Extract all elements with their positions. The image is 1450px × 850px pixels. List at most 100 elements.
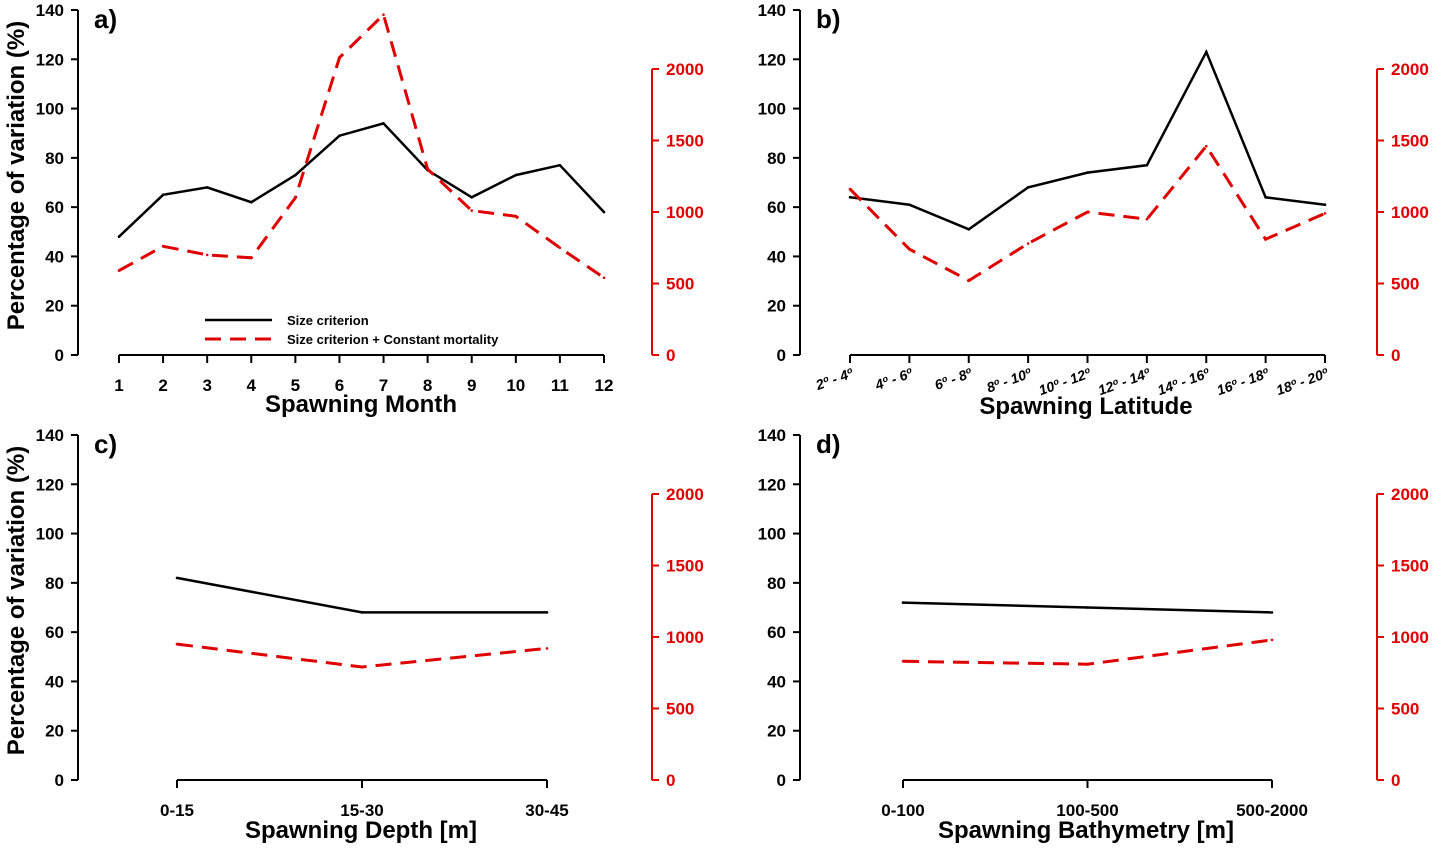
x-tick-label: 6 xyxy=(335,376,344,395)
x-tick-label: 0-100 xyxy=(881,801,924,820)
y-tick-label-left: 60 xyxy=(45,198,64,217)
data-point-size xyxy=(205,186,209,189)
y-tick-label-left: 100 xyxy=(758,525,786,544)
chart-panel-c: c) 0 20 40 60 80 100 120 140 0 500 1000 1500 2000 0-15… xyxy=(3,426,704,844)
y-tick-label-left: 20 xyxy=(767,297,786,316)
panel-label: a) xyxy=(94,4,117,34)
x-tick-label: 100-500 xyxy=(1056,801,1118,820)
y-tick-label-left: 80 xyxy=(45,574,64,593)
data-point-mortality xyxy=(294,196,297,199)
data-point-mortality xyxy=(848,187,852,191)
x-tick-label: 30-45 xyxy=(525,801,568,820)
y-tick-label-left: 120 xyxy=(758,475,786,494)
x-tick-label: 10 xyxy=(506,376,525,395)
y-tick-label-right: 1500 xyxy=(666,557,704,576)
legend: Size criterion Size criterion + Constant … xyxy=(205,313,499,347)
x-tick-label: 4 xyxy=(247,376,257,395)
x-axis-title: Spawning Bathymetry [m] xyxy=(938,817,1234,844)
data-point-mortality xyxy=(470,209,474,212)
x-tick-label: 4º - 6º xyxy=(872,364,915,393)
data-point-size xyxy=(1264,196,1267,199)
x-tick-label: 9 xyxy=(467,376,476,395)
data-point-mortality xyxy=(602,276,606,280)
y-tick-label-right: 1500 xyxy=(666,132,704,151)
data-point-mortality xyxy=(514,215,518,218)
x-tick-label: 8º - 10º xyxy=(984,364,1034,395)
y-tick-label-left: 20 xyxy=(45,722,64,741)
y-tick-label-right: 2000 xyxy=(666,485,704,504)
data-point-size xyxy=(1086,606,1089,609)
data-point-size xyxy=(514,173,518,177)
x-tick-label: 2º - 4º xyxy=(813,364,856,393)
data-point-mortality xyxy=(1026,242,1030,245)
y-tick-label-right: 500 xyxy=(1391,275,1419,294)
x-tick-label: 6º - 8º xyxy=(932,364,974,392)
data-point-size xyxy=(967,228,971,231)
y-tick-label-left: 100 xyxy=(758,100,786,119)
x-tick-label: 16º - 18º xyxy=(1215,364,1272,398)
data-point-size xyxy=(470,196,474,199)
data-point-mortality xyxy=(1086,662,1089,666)
x-tick-label: 0-15 xyxy=(160,801,194,820)
x-tick-label: 500-2000 xyxy=(1236,801,1308,820)
x-tick-label: 12 xyxy=(595,376,614,395)
y-tick-label-left: 100 xyxy=(36,525,64,544)
x-tick-label: 8 xyxy=(423,376,432,395)
x-tick-label: 1 xyxy=(114,376,123,395)
x-tick-label: 2 xyxy=(158,376,167,395)
y-tick-label-right: 2000 xyxy=(1391,60,1429,79)
y-tick-label-left: 0 xyxy=(777,346,786,365)
y-tick-label-left: 40 xyxy=(767,672,786,691)
data-point-mortality xyxy=(967,279,971,282)
panel-label: d) xyxy=(816,429,841,459)
panel-label: c) xyxy=(94,429,117,459)
y-tick-label-left: 100 xyxy=(36,100,64,119)
data-point-mortality xyxy=(1145,217,1149,221)
chart-panel-b: b) 0 20 40 60 80 100 120 140 0 500 1000 1500 2000 2º -… xyxy=(758,1,1429,420)
y-tick-label-left: 0 xyxy=(55,346,64,365)
data-point-mortality xyxy=(908,247,911,251)
y-tick-label-left: 20 xyxy=(45,297,64,316)
y-tick-label-left: 40 xyxy=(767,247,786,266)
data-point-size xyxy=(175,576,179,580)
data-point-mortality xyxy=(117,269,121,272)
data-point-mortality xyxy=(382,13,385,16)
y-tick-label-left: 80 xyxy=(767,149,786,168)
x-tick-label: 3 xyxy=(202,376,211,395)
series-line-mortality xyxy=(176,642,548,669)
series-line-size xyxy=(118,121,605,238)
y-tick-label-right: 500 xyxy=(1391,700,1419,719)
y-tick-label-left: 80 xyxy=(45,149,64,168)
y-tick-label-left: 20 xyxy=(767,722,786,741)
x-tick-label: 18º - 20º xyxy=(1274,364,1331,398)
data-point-size xyxy=(901,601,905,604)
x-axis-title: Spawning Depth [m] xyxy=(245,817,477,844)
y-tick-label-right: 0 xyxy=(666,771,675,790)
y-tick-label-right: 1000 xyxy=(666,628,704,647)
data-point-size xyxy=(908,203,911,206)
y-tick-label-left: 80 xyxy=(767,574,786,593)
y-tick-label-right: 0 xyxy=(1391,346,1400,365)
data-point-mortality xyxy=(1086,210,1089,214)
data-point-mortality xyxy=(175,642,179,646)
series-line-mortality xyxy=(118,11,605,280)
data-point-mortality xyxy=(1264,237,1267,241)
data-point-size xyxy=(382,122,385,125)
data-point-size xyxy=(360,611,364,614)
y-tick-label-left: 120 xyxy=(36,475,64,494)
data-point-size xyxy=(338,134,341,137)
y-tick-label-left: 140 xyxy=(36,426,64,445)
x-tick-label: 5 xyxy=(291,376,300,395)
x-tick-label: 15-30 xyxy=(340,801,383,820)
y-axis-title: Percentage of variation (%) xyxy=(3,446,30,755)
y-tick-label-right: 1000 xyxy=(1391,628,1429,647)
data-point-mortality xyxy=(205,253,209,257)
series-line-size xyxy=(176,576,547,614)
chart-panel-d: d) 0 20 40 60 80 100 120 140 0 500 1000 1500 2000 0-10… xyxy=(758,426,1429,844)
data-point-size xyxy=(848,196,852,199)
y-tick-label-right: 0 xyxy=(666,346,675,365)
data-point-size xyxy=(1145,163,1149,167)
y-tick-label-right: 1000 xyxy=(1391,203,1429,222)
x-tick-label: 11 xyxy=(551,376,569,395)
